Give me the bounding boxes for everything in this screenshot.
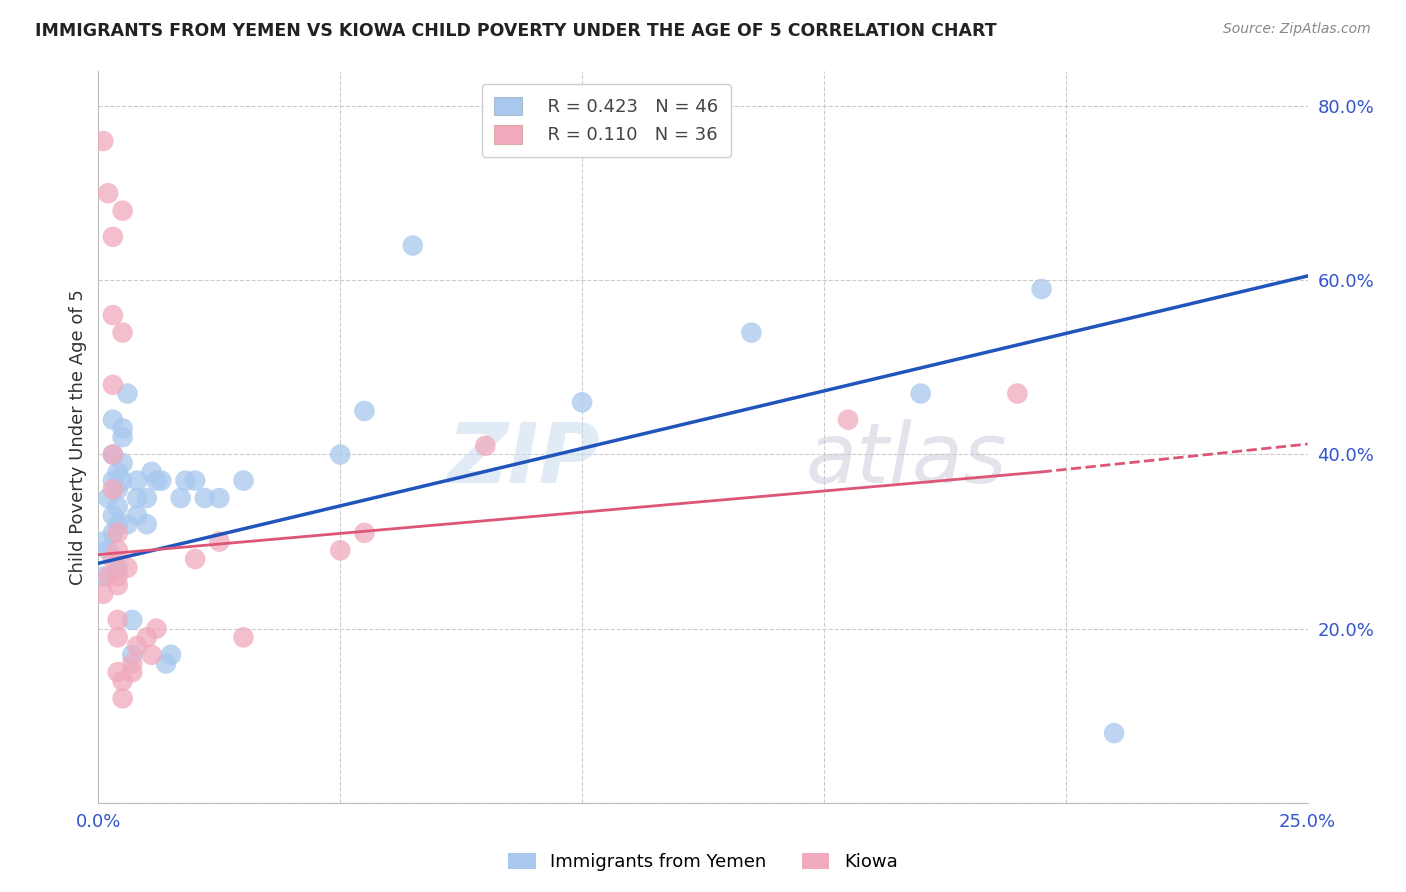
- Point: [101, 525, 124, 540]
- Point: [121, 613, 143, 627]
- Point: [329, 448, 352, 462]
- Point: [141, 465, 163, 479]
- Point: [107, 483, 129, 497]
- Point: [107, 465, 129, 479]
- Point: [232, 631, 254, 645]
- Point: [111, 421, 134, 435]
- Text: IMMIGRANTS FROM YEMEN VS KIOWA CHILD POVERTY UNDER THE AGE OF 5 CORRELATION CHAR: IMMIGRANTS FROM YEMEN VS KIOWA CHILD POV…: [35, 22, 997, 40]
- Point: [91, 534, 114, 549]
- Point: [155, 657, 177, 671]
- Point: [91, 569, 114, 583]
- Point: [184, 552, 207, 566]
- Point: [111, 326, 134, 340]
- Point: [184, 474, 207, 488]
- Point: [1102, 726, 1125, 740]
- Point: [107, 613, 129, 627]
- Point: [145, 622, 167, 636]
- Point: [208, 491, 231, 505]
- Point: [107, 543, 129, 558]
- Point: [1007, 386, 1029, 401]
- Point: [107, 560, 129, 574]
- Point: [101, 448, 124, 462]
- Legend: Immigrants from Yemen, Kiowa: Immigrants from Yemen, Kiowa: [501, 846, 905, 879]
- Point: [194, 491, 217, 505]
- Point: [232, 474, 254, 488]
- Point: [111, 691, 134, 706]
- Point: [117, 386, 139, 401]
- Point: [97, 569, 120, 583]
- Point: [127, 474, 149, 488]
- Point: [135, 631, 157, 645]
- Point: [97, 186, 120, 201]
- Point: [1031, 282, 1053, 296]
- Point: [111, 203, 134, 218]
- Point: [117, 517, 139, 532]
- Point: [111, 456, 134, 470]
- Point: [145, 474, 167, 488]
- Point: [107, 665, 129, 680]
- Point: [150, 474, 173, 488]
- Point: [91, 587, 114, 601]
- Point: [127, 508, 149, 523]
- Point: [101, 474, 124, 488]
- Point: [740, 326, 762, 340]
- Point: [97, 543, 120, 558]
- Point: [121, 665, 143, 680]
- Point: [101, 483, 124, 497]
- Point: [329, 543, 352, 558]
- Y-axis label: Child Poverty Under the Age of 5: Child Poverty Under the Age of 5: [69, 289, 87, 585]
- Point: [97, 491, 120, 505]
- Point: [135, 517, 157, 532]
- Text: ZIP: ZIP: [447, 418, 600, 500]
- Text: Source: ZipAtlas.com: Source: ZipAtlas.com: [1223, 22, 1371, 37]
- Point: [101, 412, 124, 426]
- Point: [353, 404, 375, 418]
- Point: [127, 491, 149, 505]
- Point: [111, 430, 134, 444]
- Point: [107, 631, 129, 645]
- Point: [101, 229, 124, 244]
- Point: [101, 308, 124, 322]
- Point: [135, 491, 157, 505]
- Point: [208, 534, 231, 549]
- Point: [111, 474, 134, 488]
- Point: [101, 552, 124, 566]
- Point: [121, 648, 143, 662]
- Point: [107, 578, 129, 592]
- Text: atlas: atlas: [806, 418, 1008, 500]
- Point: [117, 560, 139, 574]
- Point: [174, 474, 197, 488]
- Point: [910, 386, 932, 401]
- Point: [571, 395, 593, 409]
- Point: [101, 508, 124, 523]
- Point: [101, 448, 124, 462]
- Point: [107, 525, 129, 540]
- Point: [141, 648, 163, 662]
- Point: [111, 673, 134, 688]
- Point: [169, 491, 191, 505]
- Point: [121, 657, 143, 671]
- Point: [402, 238, 425, 252]
- Legend:   R = 0.423   N = 46,   R = 0.110   N = 36: R = 0.423 N = 46, R = 0.110 N = 36: [482, 84, 731, 157]
- Point: [101, 377, 124, 392]
- Point: [107, 569, 129, 583]
- Point: [474, 439, 496, 453]
- Point: [127, 639, 149, 653]
- Point: [107, 500, 129, 514]
- Point: [837, 412, 859, 426]
- Point: [160, 648, 183, 662]
- Point: [107, 517, 129, 532]
- Point: [91, 134, 114, 148]
- Point: [353, 525, 375, 540]
